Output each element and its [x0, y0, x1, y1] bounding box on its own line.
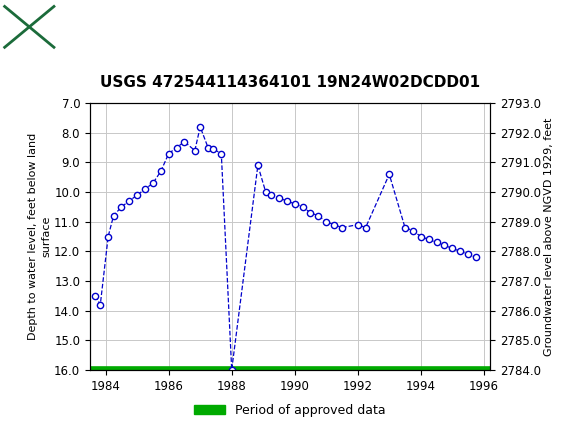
Text: USGS: USGS: [61, 17, 116, 35]
Bar: [5, 6, 54, 47]
Text: USGS 472544114364101 19N24W02DCDD01: USGS 472544114364101 19N24W02DCDD01: [100, 75, 480, 90]
Y-axis label: Depth to water level, feet below land
surface: Depth to water level, feet below land su…: [28, 133, 51, 340]
Legend: Period of approved data: Period of approved data: [189, 399, 391, 421]
Y-axis label: Groundwater level above NGVD 1929, feet: Groundwater level above NGVD 1929, feet: [543, 117, 554, 356]
